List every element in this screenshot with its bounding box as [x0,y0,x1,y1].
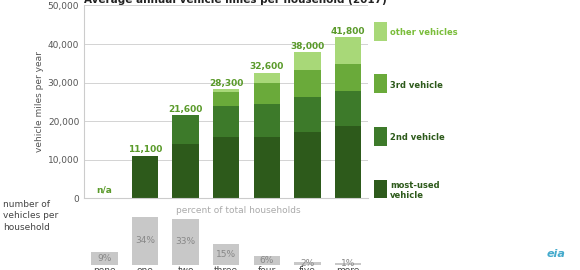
Text: most-used
vehicle: most-used vehicle [390,181,440,200]
Bar [294,70,321,97]
Text: 3rd vehicle: 3rd vehicle [390,80,443,90]
Text: n/a: n/a [96,186,113,195]
Bar [335,126,361,198]
Text: 28,300: 28,300 [209,79,244,88]
Bar [253,104,280,137]
Bar [172,115,199,144]
Bar [294,52,321,70]
Bar [294,262,321,265]
Text: 21,600: 21,600 [168,105,203,114]
Text: 11,100: 11,100 [128,146,162,154]
Text: other vehicles: other vehicles [390,28,458,37]
Bar [253,137,280,198]
Bar [294,132,321,198]
Bar [213,137,240,198]
Text: 9%: 9% [97,254,111,263]
Bar [335,263,361,265]
Bar [213,244,240,265]
Text: 32,600: 32,600 [249,62,284,71]
Text: 41,800: 41,800 [331,27,365,36]
Text: 6%: 6% [260,256,274,265]
Text: Average annual vehicle miles per household (2017): Average annual vehicle miles per househo… [84,0,387,5]
Bar [294,97,321,132]
Text: 33%: 33% [176,237,195,246]
Bar [253,256,280,265]
Bar [253,83,280,104]
Bar [253,73,280,83]
Bar [91,252,118,265]
Text: 2nd vehicle: 2nd vehicle [390,133,445,142]
Bar [335,91,361,126]
Text: 2%: 2% [300,259,314,268]
Text: 1%: 1% [341,259,355,268]
Bar [213,89,240,92]
Text: 38,000: 38,000 [290,42,325,50]
Bar [132,156,158,198]
Bar [213,106,240,137]
Bar [132,217,158,265]
Bar [335,37,361,64]
Text: eia: eia [546,249,566,259]
Text: 34%: 34% [135,237,155,245]
Text: 15%: 15% [216,250,236,259]
Text: number of
vehicles per
household: number of vehicles per household [3,200,58,232]
Bar [172,144,199,198]
Y-axis label: vehicle miles per year: vehicle miles per year [35,52,44,152]
Bar [172,219,199,265]
Bar [335,64,361,91]
Text: percent of total households: percent of total households [176,205,300,214]
Bar [213,92,240,106]
